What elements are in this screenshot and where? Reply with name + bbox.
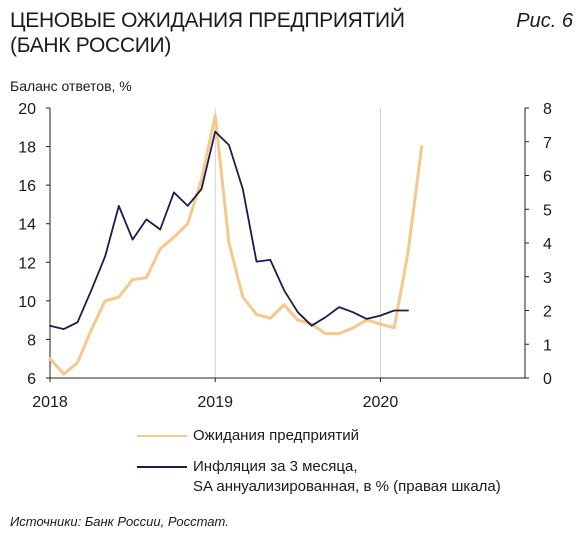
- y-tick-label-left: 6: [27, 371, 36, 388]
- series-lines: [48, 114, 424, 376]
- y-tick-label-right: 0: [543, 371, 552, 388]
- legend-item-inflation: Инфляция за 3 месяца, SA аннуализированн…: [137, 457, 501, 497]
- y-tick-label-right: 1: [543, 337, 552, 354]
- y-tick-label-left: 10: [18, 294, 36, 311]
- legend-label-inflation: Инфляция за 3 месяца, SA аннуализированн…: [193, 458, 501, 495]
- y-tick-label-right: 6: [543, 169, 552, 186]
- x-tick-label: 2018: [32, 394, 68, 411]
- y-tick-label-left: 8: [27, 332, 36, 349]
- y-tick-label-right: 5: [543, 202, 552, 219]
- y-tick-label-right: 4: [543, 236, 552, 253]
- y-tick-label-left: 20: [18, 101, 36, 118]
- y-tick-label-right: 3: [543, 270, 552, 287]
- y-tick-label-right: 8: [543, 101, 552, 118]
- legend-item-expectations: Ожидания предприятий: [137, 426, 359, 446]
- y-tick-label-left: 18: [18, 140, 36, 157]
- y-tick-label-left: 14: [18, 217, 36, 234]
- series-line-expectations: [48, 114, 424, 376]
- x-tick-label: 2019: [197, 394, 233, 411]
- series-line-inflation: [49, 130, 409, 331]
- grid-lines: [214, 108, 381, 378]
- legend-label-expectations: Ожидания предприятий: [193, 427, 359, 444]
- x-tick-label: 2020: [363, 394, 399, 411]
- y-tick-label-left: 16: [18, 178, 36, 195]
- chart-title: ЦЕНОВЫЕ ОЖИДАНИЯ ПРЕДПРИЯТИЙ (БАНК РОССИ…: [10, 9, 405, 57]
- y-tick-label-right: 2: [543, 304, 552, 321]
- y-tick-label-left: 12: [18, 255, 36, 272]
- y-tick-label-right: 7: [543, 135, 552, 152]
- axes: [46, 107, 529, 382]
- y-axis-label: Баланс ответов, %: [10, 78, 132, 94]
- legend-swatch-expectations: [137, 435, 187, 437]
- figure-label: Рис. 6: [516, 10, 573, 32]
- source-note: Источники: Банк России, Росстат.: [10, 514, 229, 529]
- legend-swatch-inflation: [137, 466, 187, 468]
